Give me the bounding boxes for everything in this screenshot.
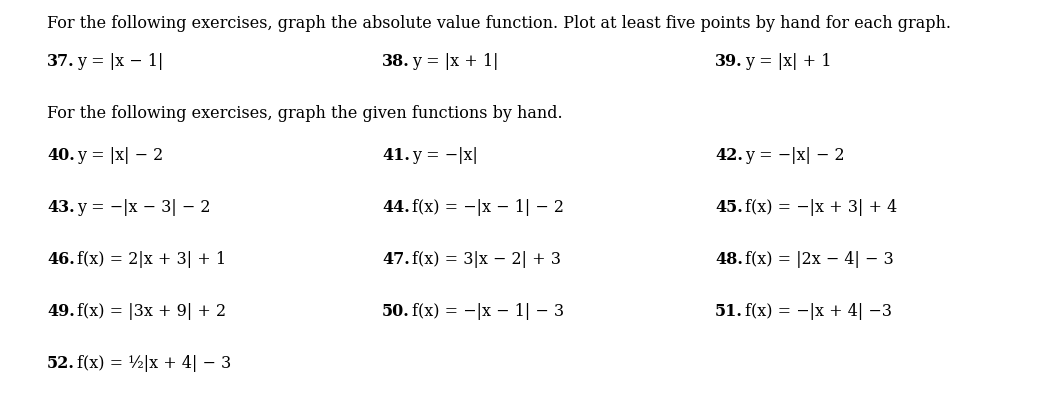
Text: 38.: 38. (382, 53, 409, 70)
Text: 42.: 42. (715, 147, 743, 164)
Text: f(x) = ½|x + 4| − 3: f(x) = ½|x + 4| − 3 (77, 355, 232, 372)
Text: y = −|x − 3| − 2: y = −|x − 3| − 2 (77, 199, 211, 216)
Text: 52.: 52. (47, 355, 75, 372)
Text: y = |x − 1|: y = |x − 1| (77, 53, 163, 70)
Text: 47.: 47. (382, 251, 409, 268)
Text: y = |x + 1|: y = |x + 1| (412, 53, 498, 70)
Text: f(x) = |3x + 9| + 2: f(x) = |3x + 9| + 2 (77, 303, 227, 320)
Text: 41.: 41. (382, 147, 410, 164)
Text: 44.: 44. (382, 199, 409, 216)
Text: 45.: 45. (715, 199, 742, 216)
Text: 51.: 51. (715, 303, 743, 320)
Text: y = |x| − 2: y = |x| − 2 (77, 147, 163, 164)
Text: y = |x| + 1: y = |x| + 1 (745, 53, 831, 70)
Text: 49.: 49. (47, 303, 75, 320)
Text: 50.: 50. (382, 303, 409, 320)
Text: f(x) = |2x − 4| − 3: f(x) = |2x − 4| − 3 (745, 251, 894, 268)
Text: 39.: 39. (715, 53, 742, 70)
Text: For the following exercises, graph the absolute value function. Plot at least fi: For the following exercises, graph the a… (47, 15, 951, 32)
Text: 46.: 46. (47, 251, 75, 268)
Text: f(x) = 3|x − 2| + 3: f(x) = 3|x − 2| + 3 (412, 251, 561, 268)
Text: f(x) = −|x + 4| −3: f(x) = −|x + 4| −3 (745, 303, 892, 320)
Text: f(x) = −|x − 1| − 3: f(x) = −|x − 1| − 3 (412, 303, 564, 320)
Text: y = −|x|: y = −|x| (412, 147, 478, 164)
Text: f(x) = 2|x + 3| + 1: f(x) = 2|x + 3| + 1 (77, 251, 227, 268)
Text: f(x) = −|x + 3| + 4: f(x) = −|x + 3| + 4 (745, 199, 897, 216)
Text: y = −|x| − 2: y = −|x| − 2 (745, 147, 845, 164)
Text: For the following exercises, graph the given functions by hand.: For the following exercises, graph the g… (47, 105, 563, 122)
Text: 37.: 37. (47, 53, 74, 70)
Text: 43.: 43. (47, 199, 74, 216)
Text: 48.: 48. (715, 251, 743, 268)
Text: f(x) = −|x − 1| − 2: f(x) = −|x − 1| − 2 (412, 199, 564, 216)
Text: 40.: 40. (47, 147, 75, 164)
